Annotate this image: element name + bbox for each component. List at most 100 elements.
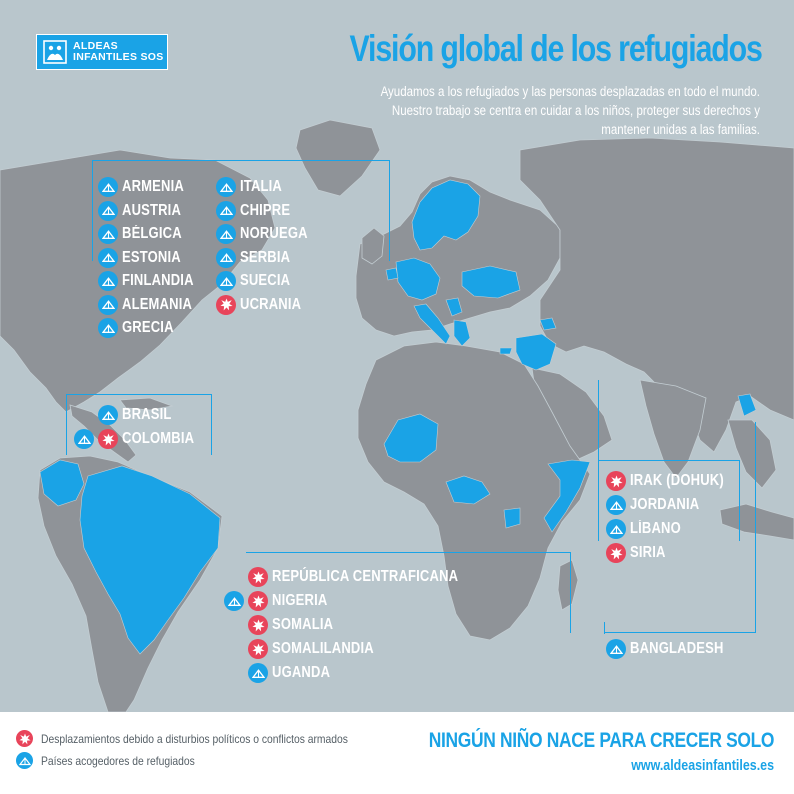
belgium-highlight	[385, 267, 399, 281]
country-item: COLOMBIA	[74, 428, 208, 450]
americas-bracket	[66, 394, 212, 455]
caribbean-shape	[119, 397, 174, 411]
logo-text: ALDEAS INFANTILES SOS	[73, 41, 164, 63]
bangladesh-highlight	[737, 393, 757, 417]
country-item: SOMALILANDIA	[248, 638, 393, 660]
tent-icon	[248, 663, 268, 683]
legend-conflict-label: Desplazamientos debido a disturbios polí…	[41, 731, 348, 746]
subtitle-line-1: Ayudamos a los refugiados y las personas…	[380, 84, 760, 99]
explosion-icon	[16, 730, 33, 747]
country-item: GRECIA	[98, 317, 183, 339]
india-shape	[639, 379, 707, 479]
country-name: AUSTRIA	[122, 201, 182, 219]
world-map: ALDEAS INFANTILES SOS Visión global de l…	[0, 0, 794, 712]
country-item: BÉLGICA	[98, 223, 193, 245]
country-item: NORUEGA	[216, 223, 321, 245]
subtitle: Ayudamos a los refugiados y las personas…	[313, 82, 760, 139]
europe-shape	[355, 175, 561, 337]
subtitle-line-3: mantener unidas a las familias.	[601, 122, 760, 137]
country-name: SIRIA	[630, 544, 666, 561]
asia-bracket-left	[604, 622, 605, 634]
legend-host: Países acogedores de refugiados	[16, 752, 220, 769]
country-name: BÉLGICA	[122, 225, 182, 242]
country-item: ESTONIA	[98, 247, 192, 269]
somalia-highlight	[543, 459, 591, 533]
country-item: SERBIA	[216, 247, 300, 269]
country-item: UGANDA	[248, 662, 341, 684]
central-europe-highlight	[395, 257, 441, 301]
country-item: FINLANDIA	[98, 270, 207, 292]
indonesia-shape	[719, 503, 794, 541]
africa-bracket	[246, 552, 571, 633]
madagascar-shape	[557, 559, 579, 611]
tent-icon	[216, 177, 236, 197]
country-name: ESTONIA	[122, 248, 181, 266]
country-item: AUSTRIA	[98, 200, 192, 222]
tent-icon	[224, 591, 244, 611]
car-highlight	[445, 475, 491, 505]
country-name: LÍBANO	[630, 520, 681, 537]
country-name: SOMALIA	[272, 616, 334, 633]
country-item: NIGERIA	[224, 590, 338, 612]
country-item: ALEMANIA	[98, 294, 205, 316]
tent-icon	[216, 224, 236, 244]
greece-highlight	[453, 319, 471, 347]
uk-shape	[361, 227, 385, 265]
explosion-icon	[98, 429, 118, 449]
country-name: BANGLADESH	[630, 640, 724, 657]
middle-east-bracket-vertical	[598, 380, 599, 460]
uganda-highlight	[503, 507, 521, 529]
explosion-icon	[216, 294, 236, 315]
tent-icon	[606, 639, 626, 659]
niger-highlight	[383, 413, 439, 463]
tent-icon	[606, 519, 626, 539]
tent-icon	[216, 200, 236, 221]
brazil-highlight	[79, 465, 221, 655]
country-item: CHIPRE	[216, 200, 300, 222]
country-name: IRAK (DOHUK)	[630, 472, 724, 489]
country-item: SIRIA	[606, 542, 672, 564]
footer: Desplazamientos debido a disturbios polí…	[0, 712, 794, 794]
country-name: FINLANDIA	[122, 272, 194, 289]
website-link[interactable]: www.aldeasinfantiles.es	[631, 757, 774, 774]
cyprus-highlight	[499, 347, 513, 355]
logo-line-1: ALDEAS	[73, 40, 118, 52]
europe-bracket	[92, 160, 390, 261]
country-item: UCRANIA	[216, 294, 313, 316]
tent-icon	[98, 271, 118, 291]
country-name: NIGERIA	[272, 592, 328, 609]
logo: ALDEAS INFANTILES SOS	[36, 34, 168, 70]
country-name: REPÚBLICA CENTRAFICANA	[272, 568, 459, 585]
serbia-highlight	[445, 297, 463, 317]
country-item: REPÚBLICA CENTRAFICANA	[248, 566, 494, 588]
country-name: SERBIA	[240, 248, 291, 266]
country-name: UCRANIA	[240, 295, 302, 313]
country-name: ITALIA	[240, 178, 282, 195]
country-name: ARMENIA	[122, 178, 184, 195]
legend-conflict: Desplazamientos debido a disturbios polí…	[16, 730, 398, 747]
middle-east-bracket	[598, 460, 740, 541]
country-name: GRECIA	[122, 319, 174, 336]
country-item: LÍBANO	[606, 518, 691, 540]
tent-icon	[98, 224, 118, 244]
tent-icon	[16, 752, 33, 769]
country-item: SUECIA	[216, 270, 300, 292]
country-item: JORDANIA	[606, 494, 713, 516]
country-item: IRAK (DOHUK)	[606, 470, 742, 492]
explosion-icon	[248, 639, 268, 659]
asia-bracket	[604, 422, 756, 633]
legend-host-label: Países acogedores de refugiados	[41, 753, 195, 768]
explosion-icon	[606, 543, 626, 563]
family-logo-icon	[43, 40, 67, 64]
tent-icon	[606, 495, 626, 515]
tent-icon	[98, 405, 118, 425]
armenia-highlight	[539, 317, 557, 331]
page-title: Visión global de los refugiados	[349, 28, 763, 69]
explosion-icon	[606, 471, 626, 491]
colombia-highlight	[39, 459, 85, 507]
tent-icon	[98, 200, 118, 221]
subtitle-line-2: Nuestro trabajo se centra en cuidar a lo…	[391, 103, 760, 118]
tent-icon	[74, 429, 94, 449]
logo-line-2: INFANTILES SOS	[73, 51, 164, 63]
